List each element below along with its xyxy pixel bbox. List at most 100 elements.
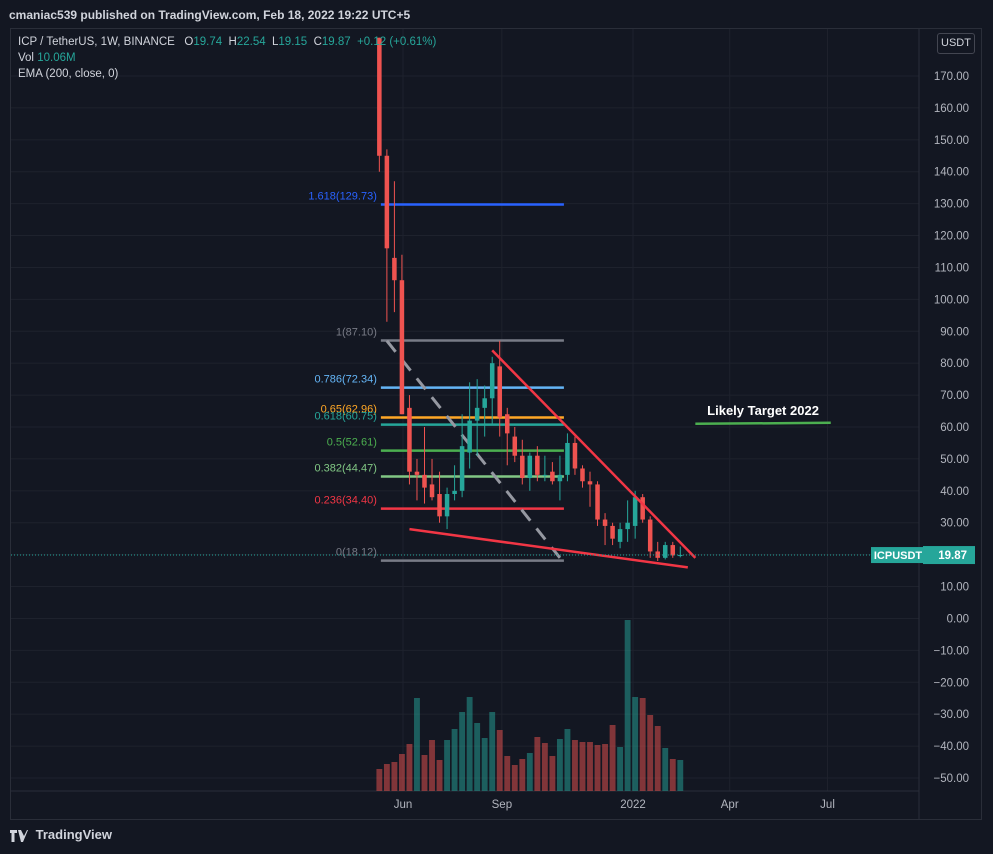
low-value: 19.15 [278, 36, 308, 48]
volume-bar [489, 712, 496, 791]
candle-body [504, 414, 510, 434]
candle-body [670, 545, 676, 556]
volume-bar [534, 737, 541, 791]
volume-row: Vol 10.06M [18, 50, 436, 66]
volume-bar [504, 756, 511, 791]
candle-body [625, 522, 630, 530]
volume-bar [421, 755, 428, 791]
legend: ICP / TetherUS, 1W, BINANCE O19.74 H22.5… [18, 34, 436, 82]
y-tick-label: −30.00 [934, 709, 970, 721]
volume-bar [383, 764, 390, 791]
candle-body [392, 257, 397, 281]
tradingview-logo[interactable]: TradingView [10, 827, 112, 842]
change-value: +0.12 (+0.61%) [357, 36, 437, 48]
ema-label[interactable]: EMA (200, close, 0) [18, 68, 119, 80]
volume-bar [632, 697, 639, 791]
y-tick-label: 10.00 [940, 582, 969, 594]
candle-body [542, 474, 548, 476]
chart-area[interactable]: 170.00 160.00 150.00 140.00 130.00 120.00 110.… [10, 28, 982, 820]
candle-body [610, 525, 615, 539]
publish-text: cmaniac539 published on TradingView.com,… [9, 8, 411, 22]
volume-bar [587, 742, 593, 791]
currency-button[interactable]: USDT [937, 33, 975, 54]
footer [0, 820, 993, 854]
fib-level-label: 0.786(72.34) [314, 374, 376, 386]
y-tick-label: 90.00 [940, 326, 969, 338]
target-line [695, 421, 831, 426]
candle-body [497, 366, 502, 418]
volume-bar [624, 620, 631, 791]
volume-bar [564, 729, 571, 791]
symbol-label[interactable]: ICP / TetherUS, 1W, BINANCE [18, 36, 175, 48]
candle-body [444, 494, 450, 517]
fib-level-label: 0.618(60.75) [314, 411, 376, 423]
y-tick-label: 130.00 [934, 199, 969, 211]
candle-body [617, 529, 623, 542]
volume-bar [602, 744, 608, 791]
volume-bar [429, 740, 435, 791]
fib-level-label: 0.65(62.96) [321, 404, 377, 416]
volume-bar [526, 753, 533, 791]
candle-body [474, 407, 480, 421]
tradingview-logo-icon [10, 829, 28, 842]
y-tick-label: 110.00 [935, 262, 969, 274]
candle-body [647, 519, 653, 552]
volume-bar [376, 769, 383, 791]
low-label: L [272, 36, 279, 48]
volume-bar [594, 745, 601, 791]
candle-body [459, 446, 465, 491]
candle-body [565, 442, 570, 475]
fib-level-label: 1.618(129.73) [308, 190, 377, 202]
y-tick-label: −40.00 [934, 741, 970, 753]
y-tick-label: 150.00 [934, 135, 969, 147]
candle-body [407, 407, 412, 472]
y-tick-label: −20.00 [934, 677, 970, 689]
volume-bar [391, 762, 398, 791]
volume-bar [451, 729, 458, 791]
volume-bar [414, 698, 420, 791]
price-chart[interactable]: 170.00 160.00 150.00 140.00 130.00 120.00 110.… [11, 29, 981, 819]
volume-bar [617, 747, 624, 791]
volume-bar [474, 723, 481, 791]
candle-body [557, 474, 563, 482]
close-label: C [313, 36, 322, 48]
fib-level-label: 1(87.10) [336, 327, 377, 339]
candle-body [535, 455, 540, 475]
candle-body [580, 468, 585, 482]
y-tick-label: 100.00 [934, 294, 969, 306]
y-tick-label: 60.00 [940, 422, 969, 434]
y-tick-label: 160.00 [934, 103, 969, 115]
x-tick-label: Apr [721, 799, 739, 811]
fib-level-label: 0.382(44.47) [314, 463, 376, 475]
volume-bar [556, 739, 563, 791]
open-label: O [184, 36, 194, 48]
target-annotation: Likely Target 2022 [707, 403, 819, 418]
y-tick-label: 40.00 [940, 486, 969, 498]
candle-body [422, 474, 427, 488]
y-tick-label: −50.00 [934, 773, 970, 785]
x-tick-label: Jun [394, 799, 413, 811]
ohlc-row: ICP / TetherUS, 1W, BINANCE O19.74 H22.5… [18, 34, 436, 50]
ema-row[interactable]: EMA (200, close, 0) [18, 66, 436, 82]
x-tick-label: Jul [820, 799, 835, 811]
current-price-tag [923, 546, 975, 565]
high-value: 22.54 [236, 36, 266, 48]
y-tick-label: 170.00 [934, 71, 969, 83]
candle-body [399, 280, 405, 415]
volume-bar [639, 698, 646, 791]
wedge-lower-trendline [409, 527, 688, 569]
y-tick-label: 50.00 [940, 454, 969, 466]
volume-bar [398, 754, 405, 791]
candle-body [602, 519, 608, 526]
candle-body [550, 471, 555, 482]
fib-level-label: 0(18.12) [336, 547, 377, 559]
y-tick-label: 0.00 [947, 613, 969, 625]
open-value: 19.74 [193, 36, 223, 48]
volume-label[interactable]: Vol [18, 52, 34, 64]
volume-value: 10.06M [37, 52, 76, 64]
candle-body [520, 455, 525, 479]
y-tick-label: 70.00 [940, 390, 969, 402]
x-tick-label: 2022 [620, 799, 646, 811]
fib-level-label: 0.5(52.61) [327, 437, 377, 449]
